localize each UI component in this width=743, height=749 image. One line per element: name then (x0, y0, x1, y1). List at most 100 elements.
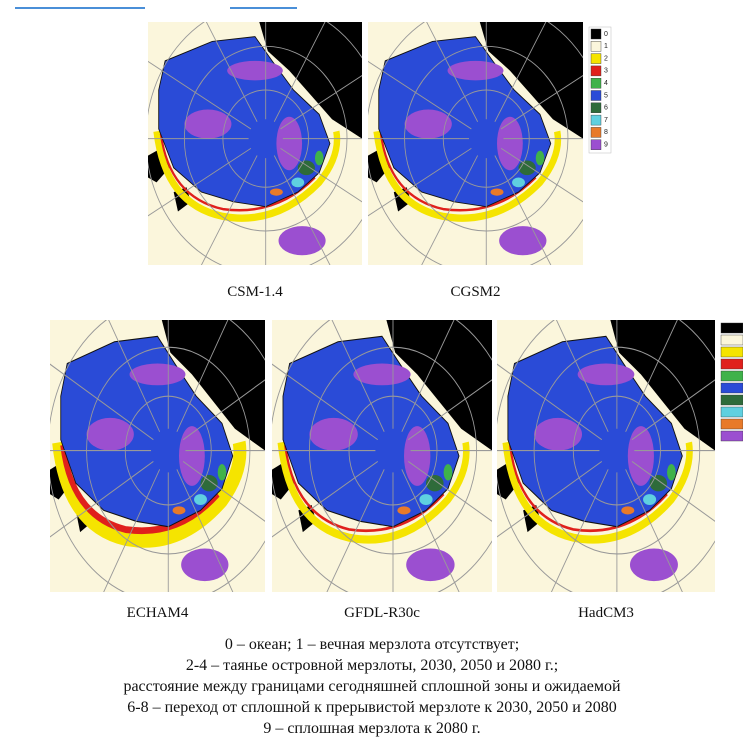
legend-swatch (720, 382, 743, 394)
legend-swatch (590, 53, 602, 64)
graticule (103, 469, 161, 593)
caption-line: 6-8 – переход от сплошной к прерывистой … (127, 699, 617, 716)
legend-label: 2 (604, 55, 608, 62)
zone-9 (497, 116, 523, 171)
caption: 0 – океан; 1 – вечная мерзлота отсутству… (123, 636, 621, 737)
map-panel (497, 320, 716, 593)
graticule (500, 147, 584, 203)
legend-label: 6 (604, 105, 608, 112)
graticule (50, 363, 154, 441)
zone-8 (621, 506, 635, 515)
zone-8 (397, 506, 411, 515)
legend-swatch (720, 406, 743, 418)
ocean (479, 22, 583, 139)
zone-8 (172, 506, 186, 515)
legend-swatch (720, 322, 743, 334)
zone-band (379, 133, 537, 212)
legend-swatch (590, 41, 602, 52)
zone-band (284, 444, 445, 533)
graticule (273, 22, 326, 123)
graticule (148, 60, 252, 130)
graticule (50, 460, 154, 538)
graticule (401, 469, 460, 593)
map-panel (272, 320, 493, 593)
caption-line: расстояние между границами сегодняшней с… (123, 678, 621, 695)
map-label: CGSM2 (450, 284, 500, 300)
zone-9 (179, 426, 205, 486)
zone-9 (404, 109, 452, 139)
legend-swatch (590, 28, 602, 40)
graticule (408, 460, 493, 522)
graticule (176, 469, 234, 593)
zone-band (159, 133, 316, 212)
legend-label: 5 (604, 92, 608, 99)
ocean (259, 22, 362, 139)
graticule (497, 363, 603, 441)
zone-7 (419, 494, 433, 505)
legend-swatch (720, 346, 743, 358)
legend-swatch (590, 102, 602, 114)
legend-swatch (590, 90, 602, 101)
legend-label: 8 (604, 129, 608, 136)
ocean (610, 320, 715, 451)
zone-9 (276, 116, 303, 171)
zone-7 (512, 177, 525, 188)
graticule (368, 60, 472, 130)
zone-9 (278, 226, 326, 256)
legend-label: 1 (604, 43, 608, 50)
graticule (494, 155, 552, 266)
zone-band (509, 444, 668, 533)
graticule (625, 320, 678, 432)
zone-9 (447, 60, 504, 81)
zone-9 (499, 226, 547, 256)
legend-swatch (590, 114, 602, 126)
ocean (386, 320, 492, 451)
graticule (408, 379, 493, 441)
zone-9 (181, 548, 229, 582)
zone-9 (227, 60, 283, 81)
legend-label: 3 (604, 68, 608, 75)
caption-line: 9 – сплошная мерзлота к 2080 г. (263, 720, 480, 737)
graticule (280, 74, 363, 130)
legend-swatch (720, 418, 743, 430)
graticule (497, 460, 603, 538)
legend-label: 4 (604, 80, 608, 87)
ocean (161, 320, 265, 451)
graticule (326, 469, 385, 593)
zone-9 (404, 426, 431, 486)
graticule (494, 22, 547, 123)
zone-7 (291, 177, 305, 188)
map-panel (368, 22, 584, 266)
legend-swatch (590, 77, 602, 89)
zone-7 (194, 494, 207, 505)
zone-4 (217, 464, 227, 481)
zone-4 (443, 464, 453, 481)
legend-swatch (720, 370, 743, 382)
legend-swatch (720, 334, 743, 346)
zone-9 (86, 417, 134, 451)
zone-9 (627, 426, 654, 486)
graticule (625, 469, 683, 593)
graticule (426, 22, 479, 123)
zone-9 (534, 417, 583, 451)
graticule (272, 460, 378, 538)
graticule (421, 155, 479, 266)
legend-swatch (590, 139, 602, 150)
zone-9 (309, 417, 358, 451)
zone-9 (184, 109, 232, 139)
legend-swatch (720, 430, 743, 442)
zone-band (502, 441, 693, 544)
legend-label: 0 (604, 31, 608, 38)
graticule (176, 320, 229, 432)
zone-band (153, 130, 341, 222)
graticule (631, 460, 716, 522)
graticule (205, 22, 258, 123)
zone-9 (353, 363, 411, 386)
legend-swatch (590, 127, 602, 138)
graticule (182, 460, 266, 522)
map-label: HadCM3 (578, 605, 634, 621)
legend-swatch (720, 358, 743, 370)
map-panel (50, 320, 266, 593)
map-grid: CSM-1.4 CGSM2 ECHAM4 GFDL-R30c HadCM3 (50, 22, 716, 621)
